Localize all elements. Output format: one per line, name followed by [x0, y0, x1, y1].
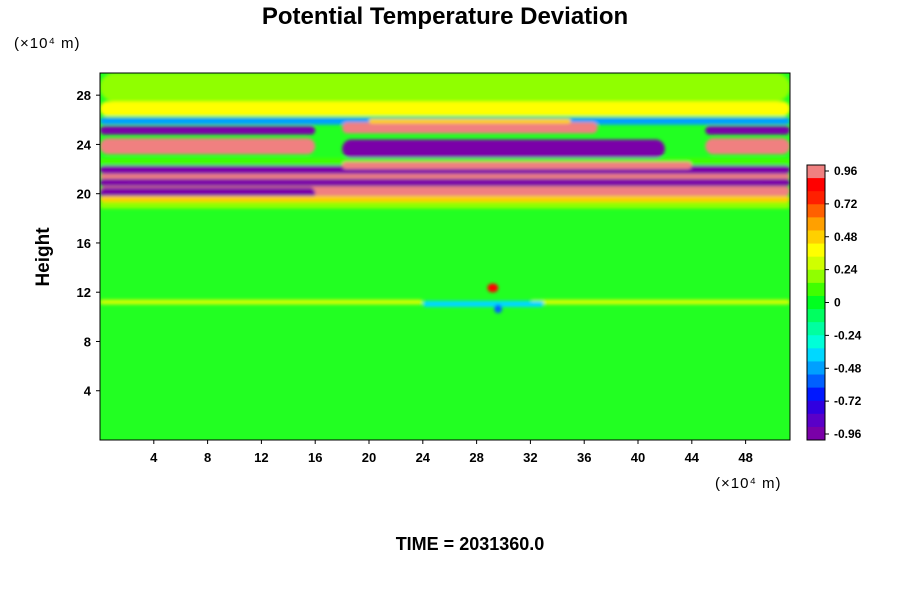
plot-frame — [99, 72, 791, 441]
colorbar-segment — [807, 230, 825, 245]
colorbar-segment — [807, 178, 825, 192]
x-tick-label: 24 — [416, 450, 431, 465]
colorbar-segment — [807, 374, 825, 389]
colorbar-tick-label: 0 — [834, 296, 841, 310]
x-tick-label: 32 — [523, 450, 537, 465]
x-unit-label: (×10⁴ m) — [715, 475, 782, 492]
colorbar-segment — [807, 322, 825, 336]
heatmap-field — [100, 73, 790, 314]
y-tick-label: 28 — [77, 88, 91, 103]
x-tick-label: 20 — [362, 450, 376, 465]
y-tick-label: 4 — [84, 384, 92, 399]
y-tick-label: 24 — [77, 137, 92, 152]
heatmap-region — [342, 122, 598, 134]
heatmap-region — [705, 138, 790, 155]
colorbar-segment — [807, 243, 825, 258]
colorbar-segment — [807, 348, 825, 362]
heatmap-region — [100, 202, 790, 209]
heatmap-region — [100, 299, 423, 305]
colorbar-segment — [807, 204, 825, 218]
time-label: TIME = 2031360.0 — [396, 534, 545, 554]
colorbar-segment — [807, 217, 825, 231]
y-axis-ticks: 4 8 12 16 20 24 28 — [77, 88, 100, 399]
x-tick-label: 16 — [308, 450, 322, 465]
heatmap-region — [100, 173, 790, 179]
colorbar-segment — [807, 191, 825, 205]
colorbar: 0.96 0.72 0.48 0.24 0 -0.24 -0.48 -0.72 -0.96 — [806, 164, 862, 441]
heatmap-region — [422, 300, 544, 307]
colorbar-tick-label: 0.96 — [834, 164, 858, 178]
y-tick-label: 20 — [77, 187, 91, 202]
y-tick-label: 12 — [77, 285, 91, 300]
heatmap-region — [487, 283, 499, 293]
heatmap-region — [100, 125, 316, 135]
colorbar-segment — [807, 335, 825, 349]
colorbar-segment — [807, 413, 825, 428]
heatmap-region — [100, 187, 316, 199]
x-tick-label: 36 — [577, 450, 591, 465]
x-tick-label: 28 — [469, 450, 483, 465]
colorbar-segment — [807, 282, 825, 297]
y-tick-label: 8 — [84, 334, 91, 349]
heatmap-region — [100, 73, 790, 102]
x-tick-label: 8 — [204, 450, 211, 465]
colorbar-tick-label: -0.48 — [834, 361, 862, 375]
heatmap-region — [342, 161, 692, 170]
y-axis-title: Height — [33, 227, 54, 287]
y-unit-label: (×10⁴ m) — [14, 35, 81, 52]
colorbar-tick-label: 0.48 — [834, 230, 858, 244]
x-tick-label: 12 — [254, 450, 268, 465]
colorbar-segment — [807, 256, 825, 271]
x-tick-label: 44 — [685, 450, 700, 465]
colorbar-segment — [807, 309, 825, 323]
colorbar-segment — [807, 426, 825, 441]
heatmap-region — [100, 178, 790, 187]
heatmap-region — [342, 139, 665, 158]
colorbar-tick-label: 0.72 — [834, 197, 858, 211]
x-tick-label: 48 — [738, 450, 752, 465]
colorbar-segment — [807, 269, 825, 284]
colorbar-tick-label: -0.72 — [834, 394, 862, 408]
colorbar-segment — [807, 295, 825, 310]
colorbar-segment — [807, 400, 825, 415]
colorbar-segment — [807, 361, 825, 376]
colorbar-tick-label: -0.96 — [834, 427, 862, 441]
x-axis-ticks: 4 8 12 16 20 24 28 32 36 40 44 48 — [150, 440, 753, 465]
heatmap-region — [369, 118, 571, 124]
heatmap-region — [494, 304, 503, 314]
heatmap-region — [100, 101, 790, 117]
colorbar-segment — [807, 165, 825, 179]
heatmap-region — [100, 196, 790, 203]
heatmap-region — [530, 299, 790, 305]
heatmap-region — [100, 138, 316, 155]
colorbar-tick-label: 0.24 — [834, 263, 858, 277]
heatmap-region — [705, 125, 790, 135]
y-tick-label: 16 — [77, 236, 91, 251]
colorbar-segment — [807, 387, 825, 402]
x-tick-label: 4 — [150, 450, 158, 465]
x-tick-label: 40 — [631, 450, 645, 465]
colorbar-tick-label: -0.24 — [834, 328, 862, 342]
chart-title: Potential Temperature Deviation — [262, 3, 628, 30]
